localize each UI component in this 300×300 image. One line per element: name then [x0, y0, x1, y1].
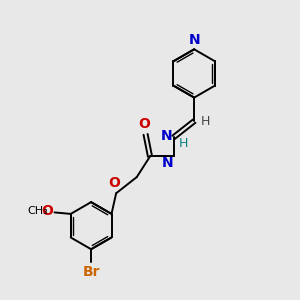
Text: H: H	[179, 137, 188, 150]
Text: O: O	[109, 176, 121, 190]
Text: N: N	[188, 33, 200, 47]
Text: H: H	[201, 115, 210, 128]
Text: CH₃: CH₃	[27, 206, 48, 216]
Text: N: N	[160, 129, 172, 143]
Text: O: O	[41, 204, 53, 218]
Text: O: O	[138, 117, 150, 131]
Text: N: N	[161, 156, 173, 170]
Text: Br: Br	[82, 265, 100, 279]
